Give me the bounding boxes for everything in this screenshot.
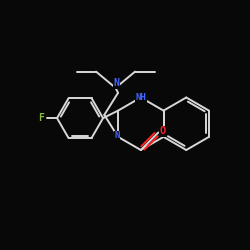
Text: N: N (114, 78, 120, 88)
Text: NH: NH (136, 93, 147, 102)
Text: O: O (160, 126, 166, 136)
Text: N: N (114, 131, 119, 140)
Text: F: F (38, 113, 44, 123)
